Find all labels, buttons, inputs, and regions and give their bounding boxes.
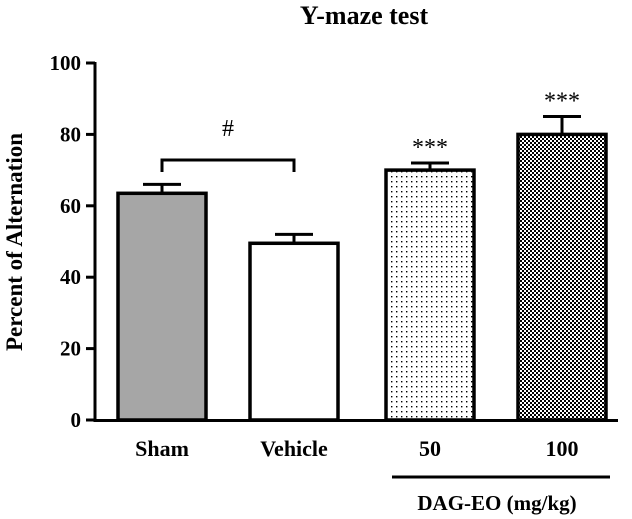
category-label: Vehicle — [260, 436, 328, 461]
category-labels: Sham Vehicle 50 100 — [135, 436, 578, 461]
y-ticks: 0 20 40 60 80 100 — [50, 51, 95, 432]
y-axis-label: Percent of Alternation — [2, 133, 27, 351]
y-tick-label: 100 — [50, 51, 82, 75]
chart-title: Y-maze test — [300, 1, 429, 30]
significance-hash: # — [222, 116, 234, 142]
bar-100 — [516, 132, 608, 422]
y-tick-label: 40 — [60, 265, 81, 289]
category-label: 50 — [419, 436, 441, 461]
category-label: Sham — [135, 436, 189, 461]
bar-sham — [116, 191, 208, 422]
significance-bracket — [160, 158, 296, 172]
bar-vehicle — [248, 241, 340, 422]
group-label: DAG-EO (mg/kg) — [417, 491, 576, 515]
category-label: 100 — [546, 436, 579, 461]
bars — [116, 132, 608, 422]
significance-stars-100: *** — [544, 89, 580, 115]
y-tick-label: 0 — [71, 408, 82, 432]
y-tick-label: 80 — [60, 122, 81, 146]
bar-50 — [384, 168, 476, 422]
error-bars — [143, 115, 581, 244]
y-tick-label: 60 — [60, 194, 81, 218]
significance-stars-50: *** — [412, 135, 448, 161]
y-tick-label: 20 — [60, 337, 81, 361]
